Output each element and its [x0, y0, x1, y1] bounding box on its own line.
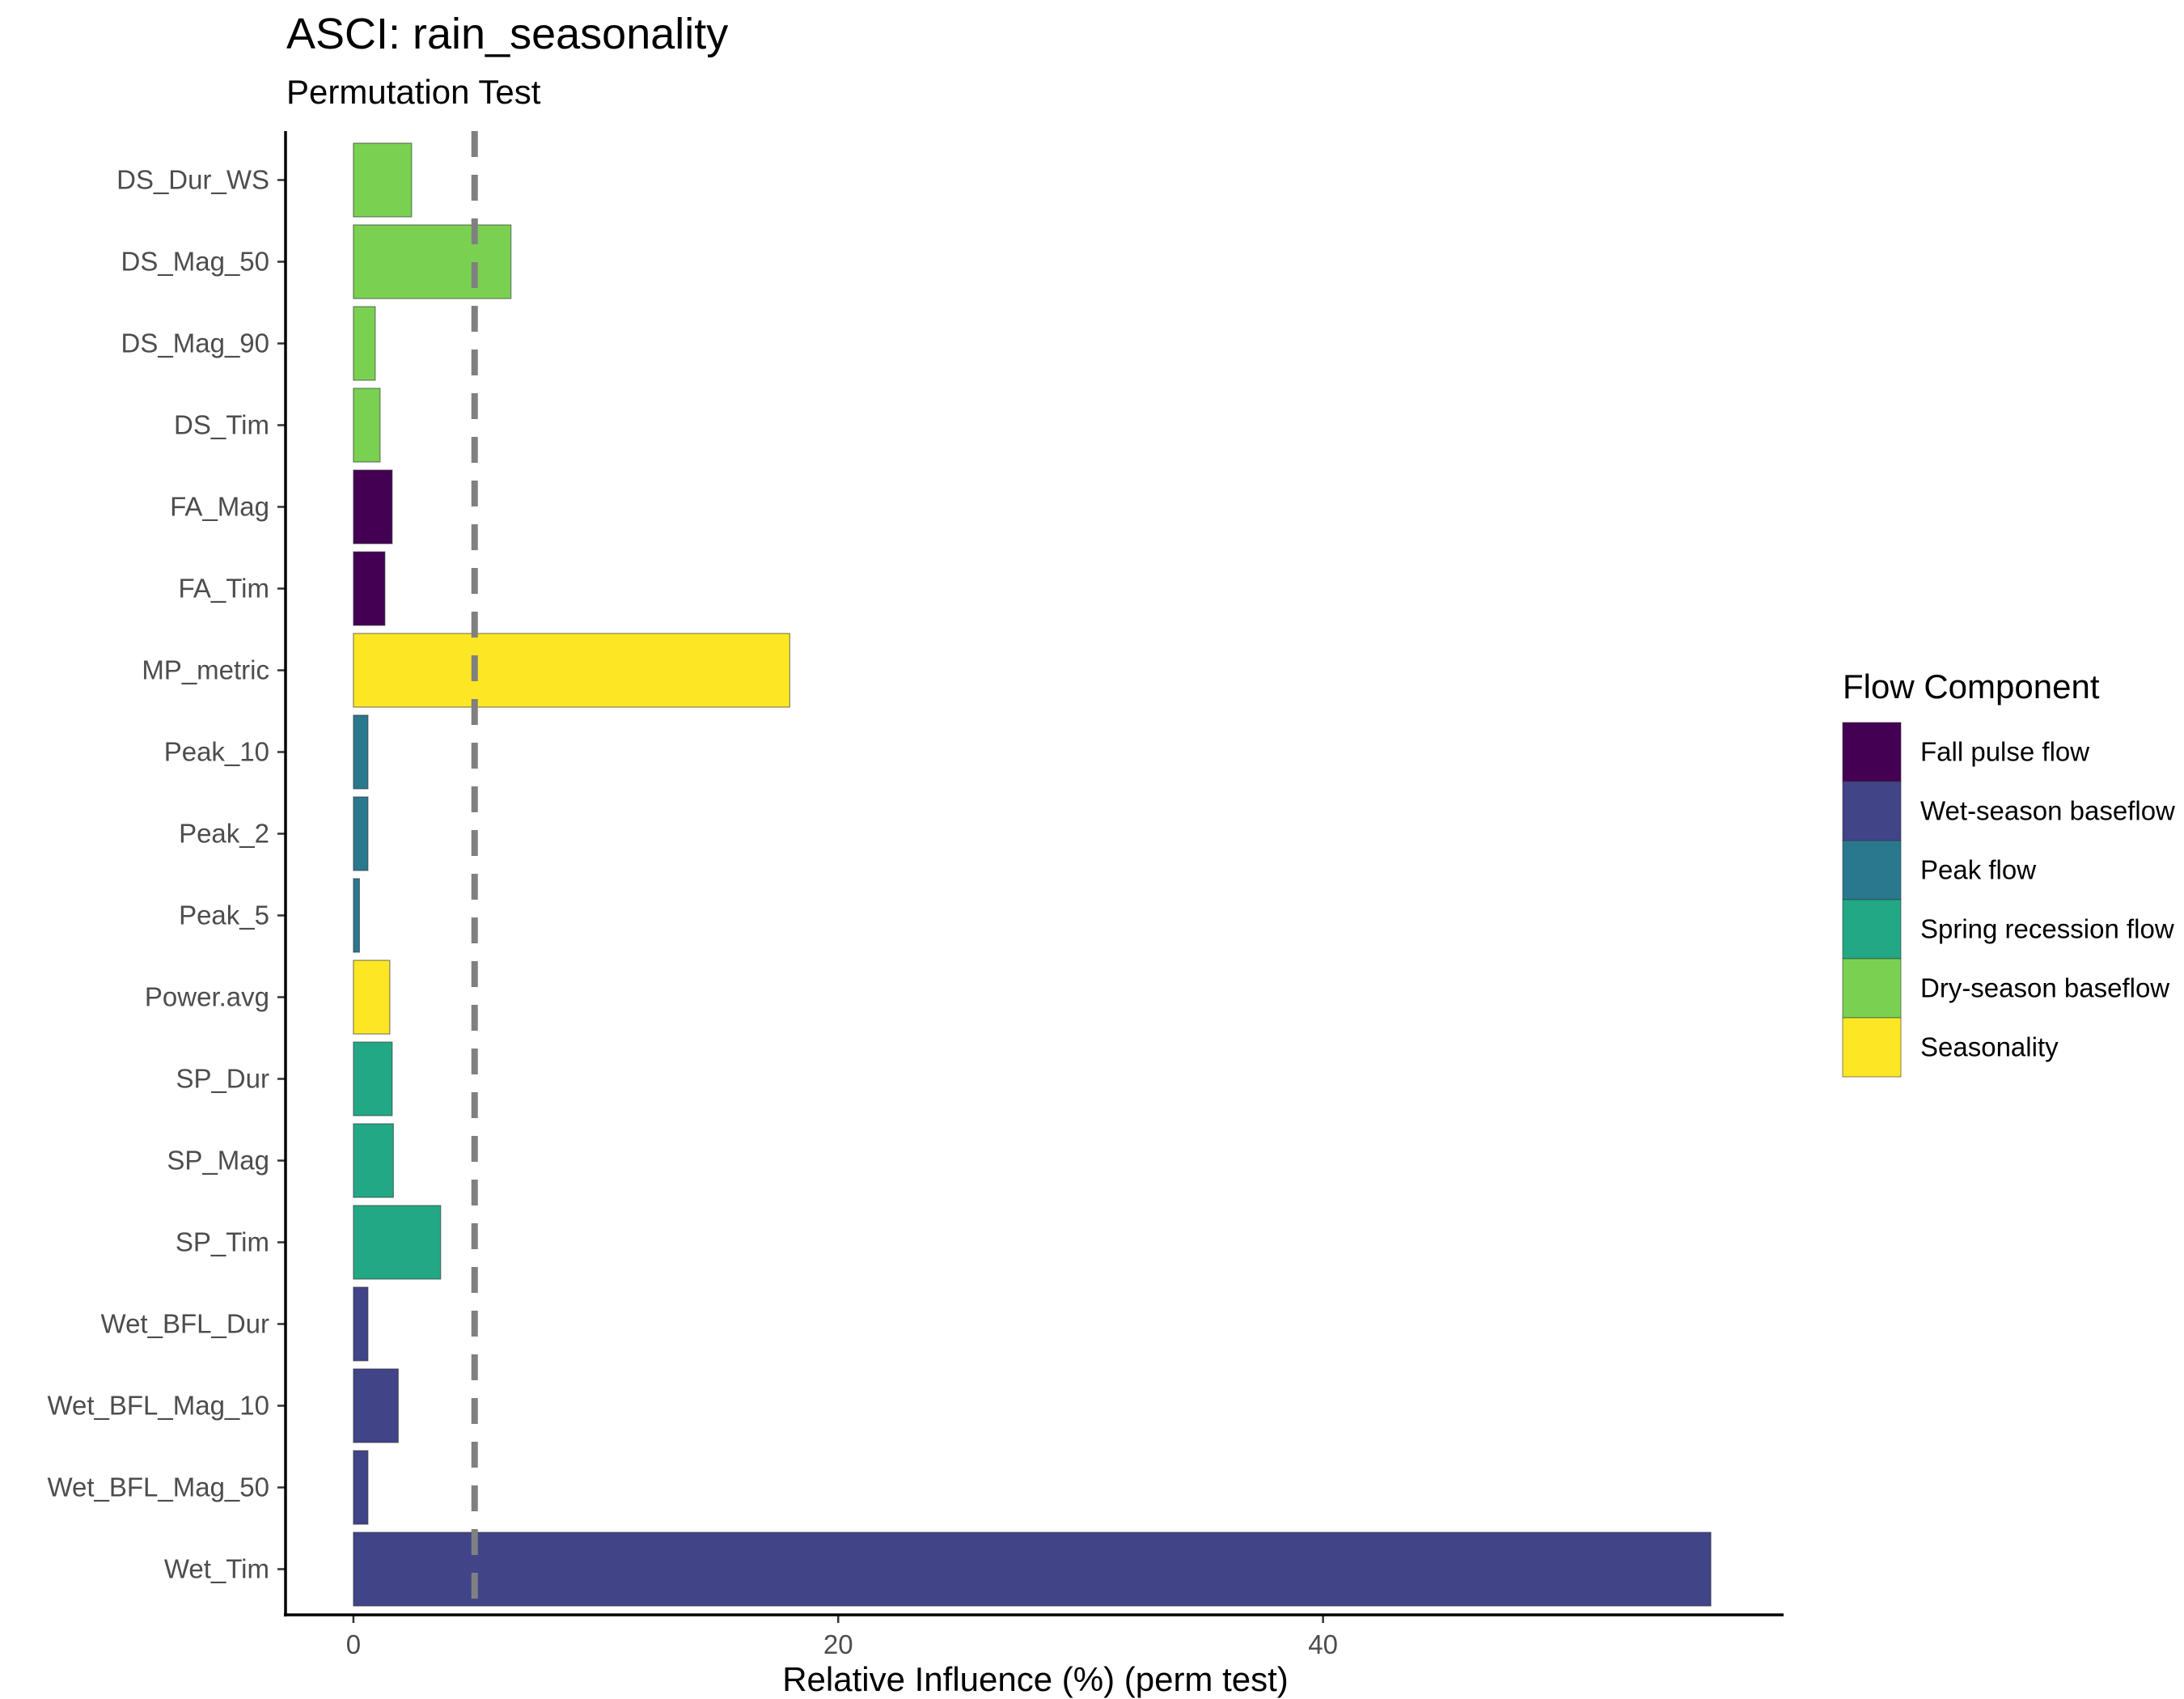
x-tick-label: 20	[823, 1629, 853, 1659]
legend-key	[1842, 840, 1902, 900]
bar-peak-2	[353, 796, 369, 871]
y-tick-label: Wet_BFL_Dur	[101, 1309, 269, 1339]
y-tick-label: SP_Dur	[176, 1064, 269, 1094]
bar-ds-dur-ws	[353, 142, 413, 218]
y-tick-label: DS_Mag_90	[121, 328, 269, 358]
bar-ds-mag-90	[353, 306, 376, 381]
bar-peak-10	[353, 714, 369, 790]
legend-key	[1842, 1017, 1902, 1078]
y-tick-label: Wet_BFL_Mag_50	[47, 1472, 269, 1502]
legend-key	[1842, 722, 1902, 782]
legend-key	[1842, 899, 1902, 960]
legend-label: Spring recession flow	[1920, 914, 2174, 944]
legend-key	[1842, 958, 1902, 1019]
y-tick-label: DS_Tim	[174, 410, 269, 440]
y-tick-label: FA_Tim	[179, 574, 269, 604]
y-tick-label: Peak_10	[164, 737, 269, 767]
chart-title: ASCI: rain_seasonality	[286, 10, 728, 58]
bar-wet-bfl-mag-50	[353, 1450, 369, 1525]
y-tick-label: MP_metric	[142, 655, 269, 685]
x-axis-title: Relative Influence (%) (perm test)	[782, 1660, 1289, 1698]
bar-sp-tim	[353, 1205, 442, 1280]
y-tick-label: Power.avg	[145, 982, 269, 1012]
x-tick-label: 40	[1308, 1629, 1338, 1659]
y-tick-label: SP_Tim	[176, 1227, 269, 1257]
legend-label: Wet-season baseflow	[1920, 796, 2175, 826]
y-tick-label: Wet_Tim	[164, 1554, 269, 1584]
bar-ds-mag-50	[353, 224, 512, 299]
y-tick-label: Peak_2	[179, 819, 269, 849]
legend: Flow Component Fall pulse flow Wet-season…	[1842, 667, 2175, 1078]
y-tick-label: DS_Dur_WS	[116, 165, 269, 195]
legend-label: Seasonality	[1920, 1032, 2059, 1062]
y-axis-ticks: DS_Dur_WS DS_Mag_50 DS_Mag_90 DS_Tim FA_Mag F…	[47, 165, 286, 1584]
chart-subtitle: Permutation Test	[286, 73, 541, 111]
y-tick-label: FA_Mag	[170, 492, 269, 522]
bar-wet-bfl-mag-10	[353, 1368, 399, 1443]
bar-fa-tim	[353, 551, 386, 626]
bar-power-avg	[353, 960, 391, 1035]
bar-sp-dur	[353, 1041, 393, 1116]
x-axis-ticks: 0 20 40	[346, 1615, 1338, 1659]
legend-label: Dry-season baseflow	[1920, 973, 2169, 1003]
legend-items: Fall pulse flow Wet-season baseflow Peak f…	[1842, 722, 2175, 1078]
bar-sp-mag	[353, 1123, 394, 1198]
bars-layer	[353, 142, 1712, 1607]
x-tick-label: 0	[346, 1629, 361, 1659]
y-tick-label: Wet_BFL_Mag_10	[47, 1391, 269, 1421]
bar-peak-5	[353, 878, 361, 953]
bar-mp-metric	[353, 633, 790, 708]
legend-title: Flow Component	[1843, 667, 2100, 705]
legend-label: Peak flow	[1920, 855, 2036, 885]
bar-ds-tim	[353, 388, 381, 463]
legend-label: Fall pulse flow	[1920, 737, 2089, 767]
bar-wet-tim	[353, 1532, 1712, 1607]
y-tick-label: DS_Mag_50	[121, 247, 269, 277]
bar-wet-bfl-dur	[353, 1286, 369, 1362]
bar-fa-mag	[353, 469, 393, 544]
y-tick-label: Peak_5	[179, 900, 269, 930]
legend-key	[1842, 781, 1902, 841]
y-tick-label: SP_Mag	[167, 1146, 269, 1176]
